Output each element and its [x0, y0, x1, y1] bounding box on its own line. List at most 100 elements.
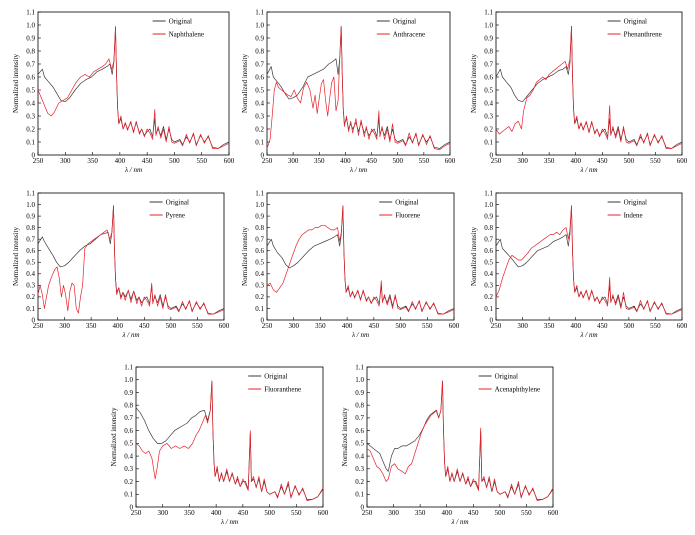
x-tick-label: 250 — [262, 322, 273, 330]
y-tick-label: 0.1 — [355, 491, 364, 499]
y-tick-label: 0.1 — [255, 138, 264, 146]
y-tick-label: 0.1 — [26, 305, 35, 313]
x-tick-label: 450 — [369, 322, 380, 330]
x-tick-label: 350 — [86, 322, 97, 330]
legend-label: Original — [166, 199, 189, 207]
legend-label: Fluoranthene — [264, 386, 301, 394]
x-tick-label: 450 — [366, 157, 377, 165]
y-tick-label: 1.1 — [26, 189, 35, 197]
x-tick-label: 300 — [388, 509, 399, 517]
y-tick-label: 0.5 — [484, 259, 493, 267]
series-line-original — [266, 25, 451, 149]
series-line-original — [266, 205, 455, 315]
series-line-compound — [135, 380, 324, 501]
y-tick-label: 0.6 — [255, 73, 264, 81]
y-tick-label: 0.6 — [26, 247, 35, 255]
y-tick-label: 0.5 — [484, 86, 493, 94]
x-tick-label: 350 — [415, 509, 426, 517]
y-tick-label: 0.4 — [484, 270, 493, 278]
x-tick-label: 500 — [169, 157, 180, 165]
series-line-compound — [495, 25, 683, 149]
y-tick-label: 1.0 — [124, 376, 133, 384]
x-tick-label: 250 — [33, 157, 44, 165]
y-tick-label: 1.1 — [484, 189, 493, 197]
x-tick-label: 400 — [570, 157, 581, 165]
y-tick-label: 0.8 — [355, 401, 364, 409]
y-axis-label: Normalized intensity — [470, 227, 478, 286]
x-tick-label: 350 — [544, 157, 555, 165]
x-tick-label: 400 — [115, 157, 126, 165]
x-tick-label: 250 — [491, 157, 502, 165]
x-tick-label: 400 — [340, 157, 351, 165]
y-tick-label: 0.9 — [484, 212, 493, 220]
legend-label: Acenaphthylene — [495, 386, 540, 394]
plot-frame — [495, 11, 683, 156]
x-tick-label: 600 — [677, 322, 688, 330]
y-tick-label: 0.3 — [255, 112, 264, 120]
legend-label: Indene — [624, 212, 643, 220]
y-tick-label: 0.2 — [255, 293, 264, 301]
y-tick-label: 0.4 — [255, 99, 264, 107]
plot-frame — [266, 11, 451, 156]
chart-panel-3: 250 300 350 400 450 500 550 600 0 0.1 0.2 0.3 0.4 0.5… — [470, 8, 688, 174]
x-tick-label: 500 — [624, 322, 635, 330]
y-tick-label: 0.5 — [26, 86, 35, 94]
y-tick-label: 1.0 — [355, 376, 364, 384]
series-line-compound — [266, 205, 455, 315]
y-tick-label: 0.5 — [124, 440, 133, 448]
x-tick-label: 300 — [157, 509, 168, 517]
x-tick-label: 350 — [315, 322, 326, 330]
y-tick-label: 1.1 — [255, 189, 264, 197]
x-tick-label: 550 — [419, 157, 430, 165]
y-tick-label: 0 — [32, 316, 36, 324]
y-axis-label: Normalized intensity — [241, 227, 249, 286]
y-tick-label: 0.7 — [26, 60, 35, 68]
x-tick-label: 450 — [597, 322, 608, 330]
x-tick-label: 500 — [166, 322, 177, 330]
y-axis-label: Normalized intensity — [12, 227, 20, 286]
y-tick-label: 0 — [261, 151, 265, 159]
x-tick-label: 600 — [548, 509, 559, 517]
y-tick-label: 0 — [130, 503, 134, 511]
x-tick-label: 250 — [491, 322, 502, 330]
y-tick-label: 0.7 — [484, 235, 493, 243]
x-axis-label: λ / nm — [351, 331, 369, 339]
x-tick-label: 500 — [495, 509, 506, 517]
y-axis-label: Normalized intensity — [12, 54, 20, 113]
x-axis-label: λ / nm — [121, 331, 139, 339]
x-tick-label: 600 — [677, 157, 688, 165]
y-tick-label: 0.2 — [355, 478, 364, 486]
y-tick-label: 0.2 — [26, 293, 35, 301]
x-axis-label: λ / nm — [349, 166, 367, 174]
legend-label: Original — [169, 18, 192, 26]
y-tick-label: 0.5 — [255, 86, 264, 94]
y-tick-label: 0.7 — [355, 414, 364, 422]
x-axis-label: λ / nm — [450, 518, 468, 526]
y-tick-label: 1.0 — [484, 201, 493, 209]
y-tick-label: 1.0 — [255, 21, 264, 29]
x-tick-label: 300 — [517, 322, 528, 330]
x-tick-label: 250 — [131, 509, 142, 517]
x-tick-label: 450 — [468, 509, 479, 517]
y-tick-label: 0.8 — [484, 47, 493, 55]
y-tick-label: 0.2 — [26, 125, 35, 133]
y-tick-label: 0.1 — [484, 138, 493, 146]
y-tick-label: 1.0 — [26, 201, 35, 209]
plot-frame — [366, 366, 554, 508]
y-axis-label: Normalized intensity — [110, 407, 118, 466]
y-tick-label: 1.0 — [26, 21, 35, 29]
series-line-compound — [37, 25, 230, 149]
series-line-compound — [37, 205, 225, 315]
x-axis-label: λ / nm — [124, 166, 142, 174]
plot-frame — [135, 366, 324, 508]
y-tick-label: 0.1 — [26, 138, 35, 146]
x-tick-label: 400 — [342, 322, 353, 330]
chart-panel-2: 250 300 350 400 450 500 550 600 0 0.1 0.2 0.3 0.4 0.5… — [241, 8, 456, 174]
y-tick-label: 0 — [490, 151, 494, 159]
y-tick-label: 0.3 — [484, 282, 493, 290]
y-tick-label: 0.6 — [484, 247, 493, 255]
x-tick-label: 400 — [112, 322, 123, 330]
legend-label: Original — [624, 18, 647, 26]
y-tick-label: 0.9 — [124, 389, 133, 397]
